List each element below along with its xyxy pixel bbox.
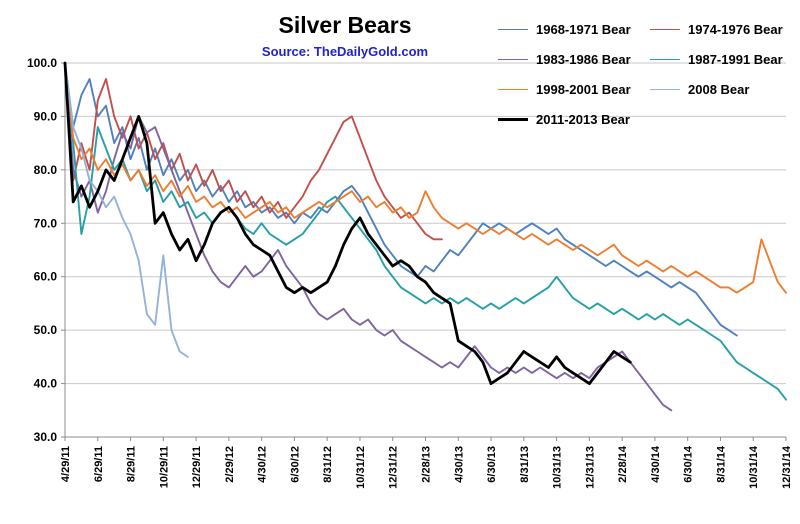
legend-label: 1968-1971 Bear [536,22,631,37]
legend-item-1998-2001-bear: 1998-2001 Bear [498,82,644,97]
legend-label: 1987-1991 Bear [688,52,783,67]
series-line-2011-2013-bear [63,61,632,386]
series-line-2008-bear [64,62,189,358]
series-line-1998-2001-bear [64,62,787,294]
x-tick-label: 12/31/14 [781,445,793,489]
legend-swatch [498,88,528,91]
x-tick-label: 8/31/12 [322,446,334,483]
x-tick-label: 8/31/14 [715,445,727,483]
legend-label: 1974-1976 Bear [688,22,783,37]
legend-swatch [498,118,528,121]
x-tick-label: 10/29/11 [158,446,170,488]
x-tick-label: 6/29/11 [93,446,105,482]
legend-label: 2011-2013 Bear [536,112,630,127]
x-tick-label: 4/29/11 [60,446,72,482]
series-line-1968-1971-bear [64,62,738,337]
legend-item-1974-1976-bear: 1974-1976 Bear [650,22,796,37]
y-tick-label: 50.0 [34,323,58,337]
series-line-1987-1991-bear [64,62,787,401]
legend-label: 1998-2001 Bear [536,82,631,97]
legend-item-2008-bear: 2008 Bear [650,82,796,97]
x-tick-label: 10/31/13 [552,446,564,489]
legend-swatch [498,28,528,31]
chart-subtitle: Source: TheDailyGold.com [261,44,429,59]
x-tick-label: 6/30/13 [486,446,498,483]
y-tick-label: 90.0 [34,109,58,123]
legend-item-1968-1971-bear: 1968-1971 Bear [498,22,644,37]
chart-title: Silver Bears [278,12,412,38]
series-line-1983-1986-bear [64,62,673,412]
series-line-1974-1976-bear [64,62,443,241]
x-tick-label: 6/30/14 [683,445,695,483]
y-tick-label: 80.0 [34,163,58,177]
x-tick-label: 10/31/12 [355,446,367,489]
y-tick-label: 60.0 [34,270,58,284]
x-tick-label: 8/31/13 [519,446,531,483]
legend-item-2011-2013-bear: 2011-2013 Bear [498,112,644,127]
legend-swatch [650,58,680,61]
legend-label: 1983-1986 Bear [536,52,631,67]
y-tick-label: 30.0 [34,430,58,444]
legend-swatch [650,28,680,31]
x-tick-label: 12/31/12 [388,446,400,489]
x-tick-label: 4/30/12 [257,446,269,483]
legend-item-1987-1991-bear: 1987-1991 Bear [650,52,796,67]
legend-item-1983-1986-bear: 1983-1986 Bear [498,52,644,67]
y-tick-label: 40.0 [34,377,58,391]
x-tick-label: 12/31/13 [584,446,596,489]
legend-label: 2008 Bear [688,82,750,97]
x-tick-label: 10/31/14 [748,445,760,489]
x-tick-label: 6/30/12 [289,446,301,483]
x-tick-label: 12/29/11 [191,446,203,488]
x-tick-label: 8/29/11 [126,446,138,482]
legend-swatch [650,88,680,91]
x-tick-label: 4/30/14 [650,445,662,483]
x-tick-label: 4/30/13 [453,446,465,483]
legend-swatch [498,58,528,61]
chart-legend: 1968-1971 Bear 1974-1976 Bear 1983-1986 Be… [498,22,796,127]
y-tick-label: 100.0 [27,56,57,70]
x-tick-label: 2/29/12 [224,446,236,483]
x-tick-label: 2/28/13 [421,446,433,483]
y-tick-label: 70.0 [34,216,58,230]
x-tick-label: 2/28/14 [617,445,629,483]
